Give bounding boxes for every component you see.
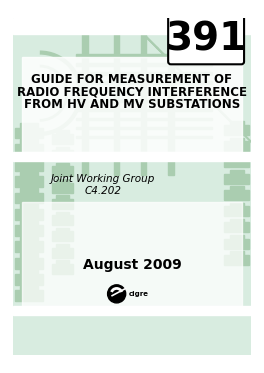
Bar [51, 264, 73, 274]
Bar [224, 255, 249, 265]
Bar [56, 228, 69, 232]
Bar [230, 219, 244, 222]
Text: GUIDE FOR MEASUREMENT OF: GUIDE FOR MEASUREMENT OF [31, 73, 233, 86]
Bar [20, 269, 38, 274]
Bar [20, 286, 38, 290]
Bar [224, 174, 249, 184]
Bar [51, 183, 73, 192]
Bar [76, 109, 211, 111]
Bar [22, 57, 242, 152]
Text: RADIO FREQUENCY INTERFERENCE: RADIO FREQUENCY INTERFERENCE [17, 86, 247, 99]
Bar [20, 156, 38, 160]
Bar [230, 170, 244, 174]
Bar [230, 154, 244, 157]
Bar [230, 251, 244, 255]
Bar [15, 274, 44, 285]
Bar [76, 91, 211, 93]
Bar [20, 123, 38, 128]
Bar [224, 190, 249, 200]
Text: 391: 391 [166, 21, 247, 59]
Bar [230, 138, 244, 141]
Bar [15, 241, 44, 252]
Bar [76, 100, 211, 102]
Bar [224, 239, 249, 249]
Bar [20, 188, 38, 192]
Text: C4.202: C4.202 [84, 186, 122, 196]
Bar [76, 72, 211, 75]
Bar [20, 204, 38, 209]
Bar [224, 157, 249, 167]
Circle shape [108, 285, 126, 303]
Bar [22, 202, 242, 305]
Bar [15, 144, 44, 155]
Bar [15, 160, 44, 171]
Bar [51, 166, 73, 176]
Bar [20, 253, 38, 258]
Bar [15, 258, 44, 269]
Bar [76, 81, 211, 84]
Bar [51, 134, 73, 144]
Bar [20, 221, 38, 225]
Bar [82, 18, 88, 175]
Bar [20, 139, 38, 144]
Bar [56, 179, 69, 183]
Bar [224, 141, 249, 151]
Bar [51, 232, 73, 241]
Bar [230, 203, 244, 206]
Bar [56, 195, 69, 199]
Bar [13, 18, 251, 34]
Bar [51, 150, 73, 160]
Bar [13, 152, 251, 161]
Bar [224, 125, 249, 135]
Text: FROM HV AND MV SUBSTATIONS: FROM HV AND MV SUBSTATIONS [24, 98, 240, 112]
Bar [168, 18, 173, 175]
Bar [15, 176, 44, 187]
Bar [56, 244, 69, 248]
Bar [56, 211, 69, 215]
Text: Joint Working Group: Joint Working Group [51, 174, 155, 184]
Bar [20, 172, 38, 176]
Bar [20, 237, 38, 241]
Bar [51, 248, 73, 258]
Bar [51, 215, 73, 225]
Text: August 2009: August 2009 [83, 258, 181, 272]
Bar [114, 18, 119, 175]
Bar [15, 290, 44, 301]
Bar [56, 260, 69, 264]
Bar [224, 222, 249, 232]
Bar [56, 147, 69, 150]
Bar [224, 206, 249, 216]
Bar [76, 136, 211, 138]
Bar [230, 235, 244, 239]
Bar [51, 199, 73, 209]
Bar [15, 209, 44, 220]
Bar [15, 128, 44, 138]
Bar [141, 18, 147, 175]
Bar [76, 117, 211, 120]
Bar [76, 63, 211, 66]
Bar [15, 192, 44, 204]
Bar [56, 163, 69, 166]
Bar [13, 305, 251, 315]
Bar [76, 127, 211, 129]
Bar [15, 225, 44, 236]
Text: cigre: cigre [128, 291, 148, 297]
Bar [230, 121, 244, 125]
FancyBboxPatch shape [168, 16, 244, 64]
Bar [230, 186, 244, 190]
Bar [56, 130, 69, 134]
Bar [76, 54, 211, 57]
